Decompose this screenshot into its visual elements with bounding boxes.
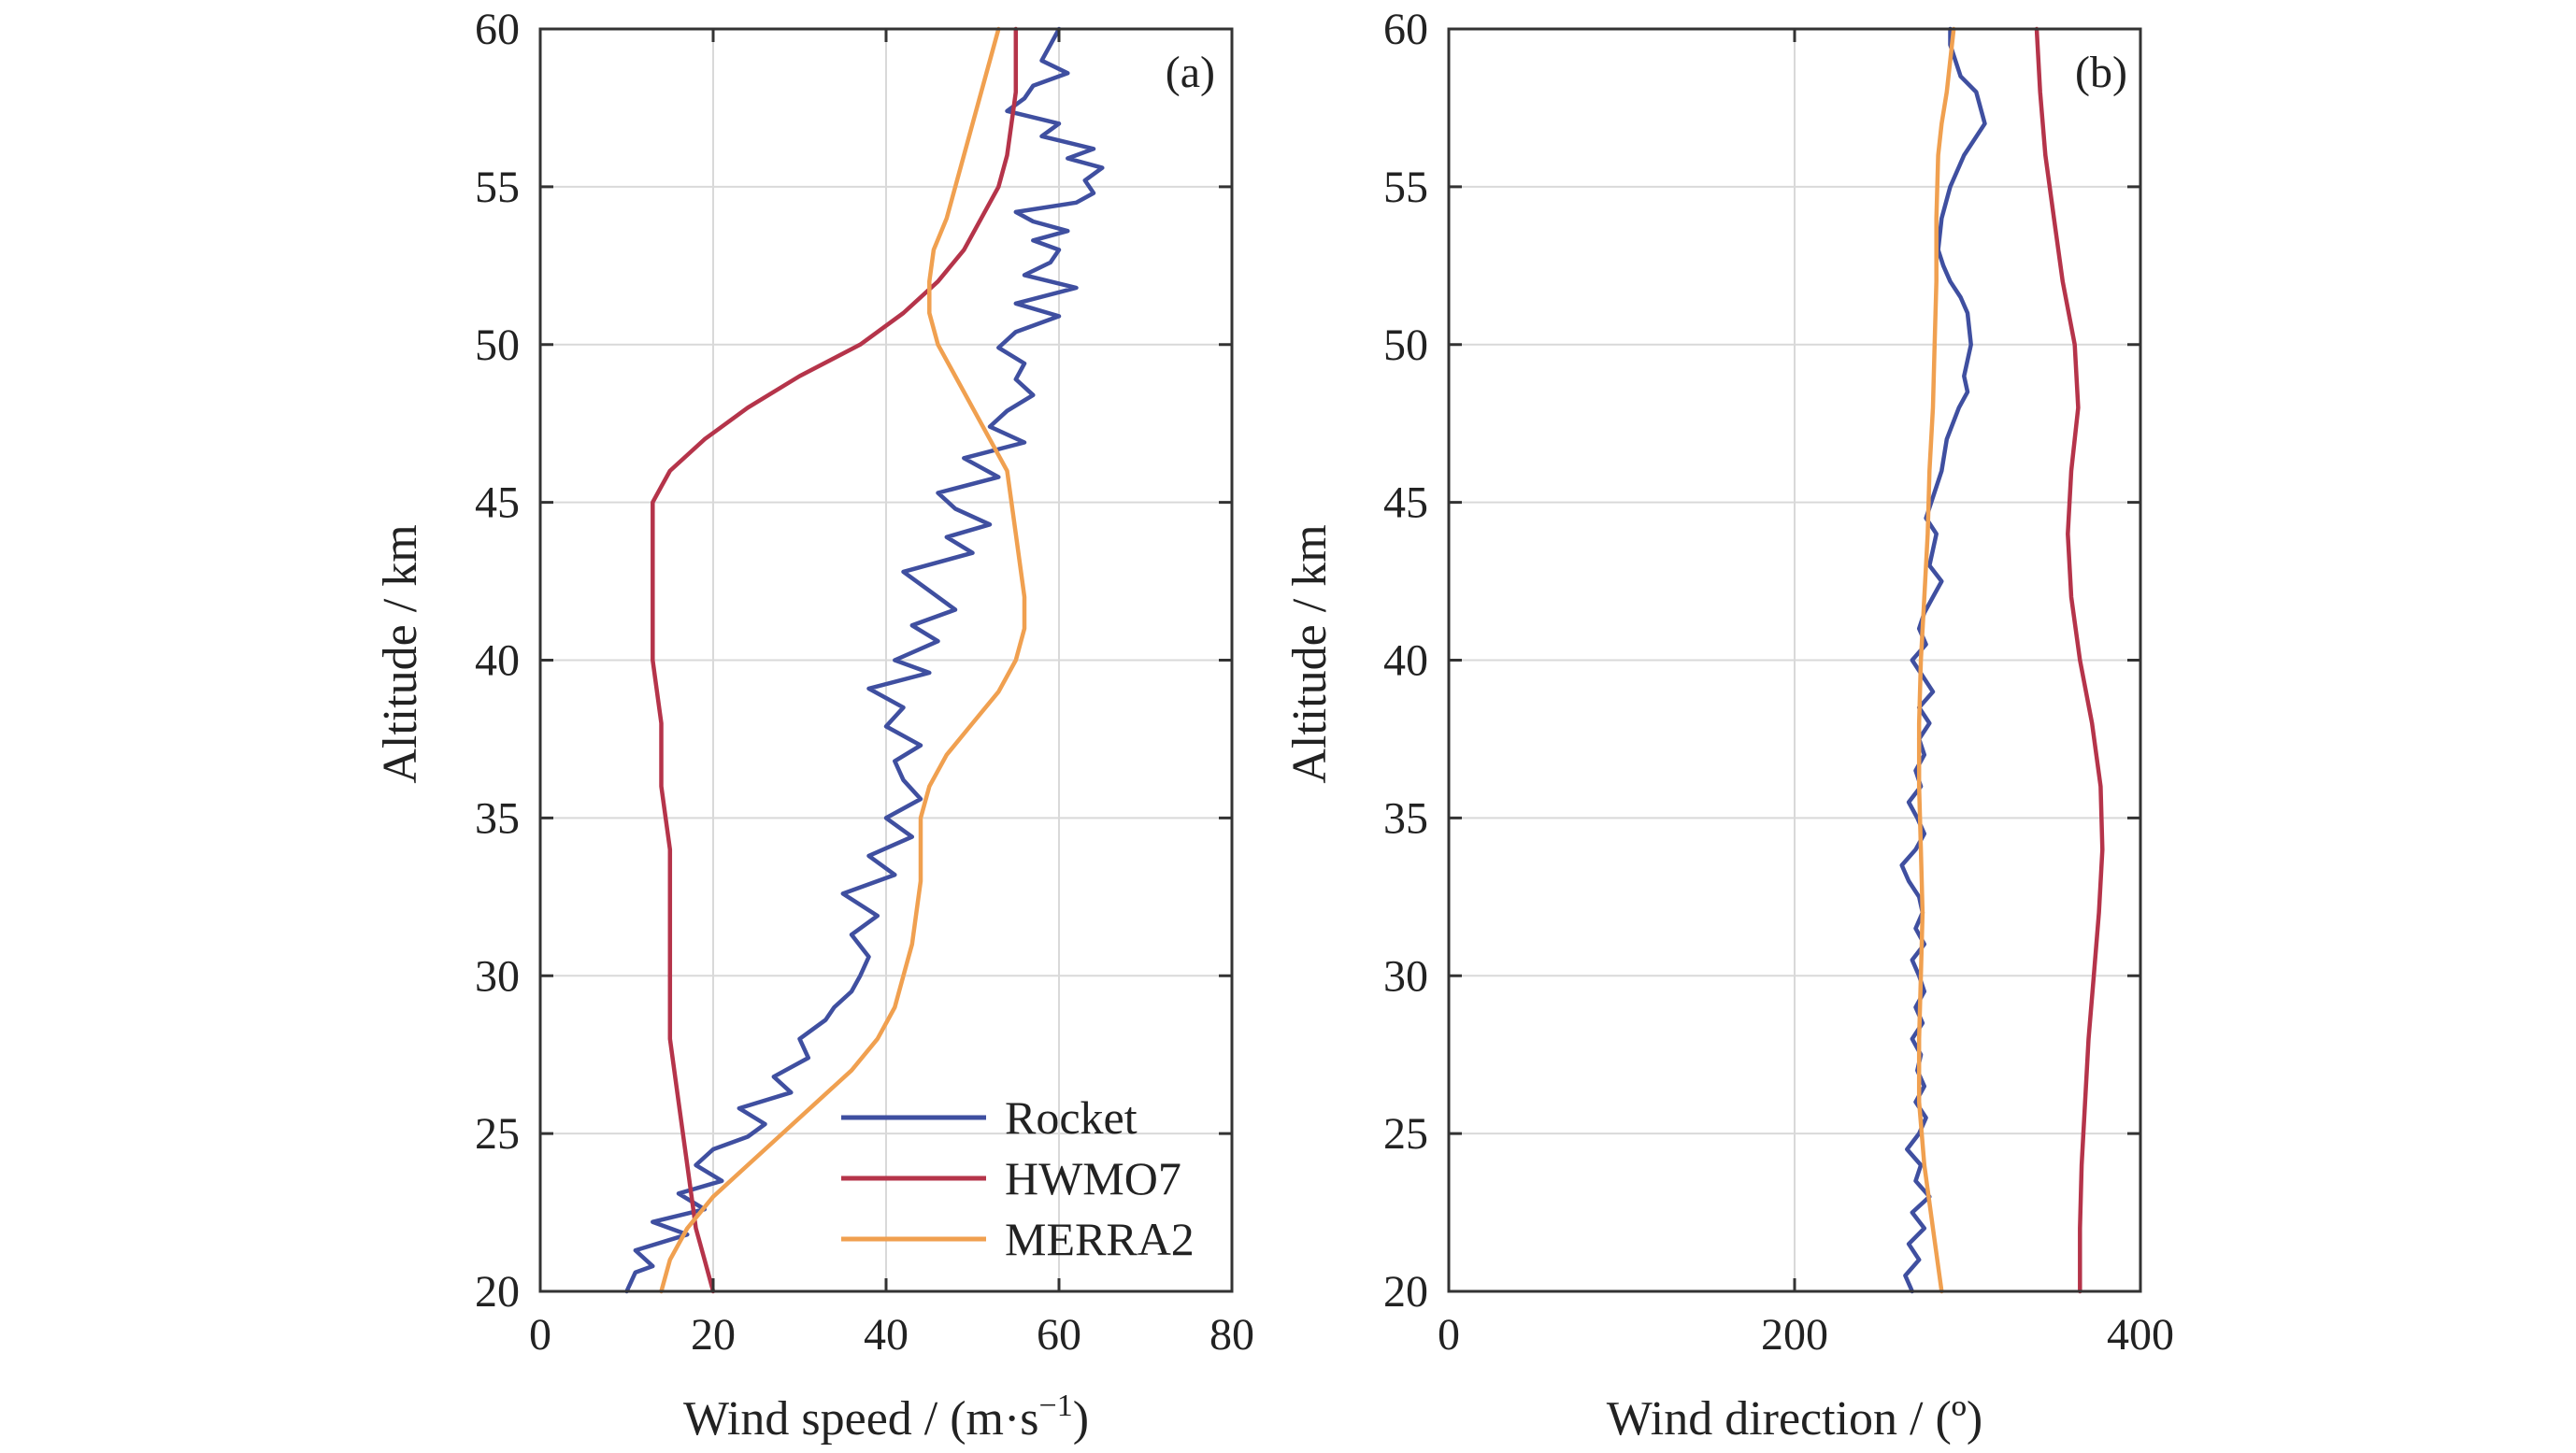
series-rocket-line xyxy=(624,26,1105,1294)
legend-label-merra2: MERRA2 xyxy=(1005,1213,1195,1265)
y-tick-label: 20 xyxy=(1383,1267,1428,1317)
panel-a-xlabel-end: ) xyxy=(1073,1392,1089,1446)
x-tick-label: 40 xyxy=(864,1310,909,1360)
panel-a-xlabel-main: Wind speed / (m·s xyxy=(683,1392,1039,1446)
y-tick-label: 25 xyxy=(475,1109,520,1159)
panel-b-tag: (b) xyxy=(2075,48,2127,97)
x-tick-label: 0 xyxy=(529,1310,551,1360)
panel-b-ylabel: Altitude / km xyxy=(1283,524,1337,783)
y-tick-label: 35 xyxy=(475,793,520,843)
legend-label-hwmo7: HWMO7 xyxy=(1005,1152,1181,1204)
panel-b-xlabel: Wind direction / (º) xyxy=(1607,1392,1982,1446)
y-tick-label: 30 xyxy=(1383,951,1428,1001)
series-hwmo7-line xyxy=(2034,26,2105,1294)
panel-a-ylabel: Altitude / km xyxy=(374,524,427,783)
y-tick-label: 45 xyxy=(1383,478,1428,528)
series-rocket-line xyxy=(1899,26,1987,1294)
series-hwmo7-line xyxy=(651,26,1019,1294)
y-tick-label: 25 xyxy=(1383,1109,1428,1159)
panel-a-xlabel: Wind speed / (m·s−1) xyxy=(683,1389,1089,1446)
y-tick-label: 50 xyxy=(1383,321,1428,370)
series-merra2-line xyxy=(659,26,1027,1294)
y-tick-label: 40 xyxy=(475,636,520,686)
panel-a-xlabel-sup: −1 xyxy=(1039,1389,1073,1423)
panel-b: 0 200 400 20 25 30 35 40 45 50 55 60 (b) Wind direc… xyxy=(1283,5,2174,1446)
series-merra2-line xyxy=(1916,26,1956,1294)
y-tick-label: 50 xyxy=(475,321,520,370)
x-tick-label: 0 xyxy=(1438,1310,1460,1360)
y-tick-label: 45 xyxy=(475,478,520,528)
y-tick-label: 40 xyxy=(1383,636,1428,686)
x-tick-label: 200 xyxy=(1761,1310,1828,1360)
x-tick-label: 400 xyxy=(2107,1310,2174,1360)
legend-label-rocket: Rocket xyxy=(1005,1091,1138,1144)
x-tick-label: 60 xyxy=(1037,1310,1081,1360)
panel-a-tag: (a) xyxy=(1166,48,1215,97)
y-tick-label: 55 xyxy=(1383,163,1428,212)
y-tick-label: 35 xyxy=(1383,793,1428,843)
y-tick-label: 20 xyxy=(475,1267,520,1317)
y-tick-label: 30 xyxy=(475,951,520,1001)
x-tick-label: 20 xyxy=(691,1310,736,1360)
y-tick-label: 55 xyxy=(475,163,520,212)
x-tick-label: 80 xyxy=(1209,1310,1254,1360)
y-tick-label: 60 xyxy=(1383,5,1428,54)
legend: Rocket HWMO7 MERRA2 xyxy=(841,1091,1195,1265)
y-tick-label: 60 xyxy=(475,5,520,54)
